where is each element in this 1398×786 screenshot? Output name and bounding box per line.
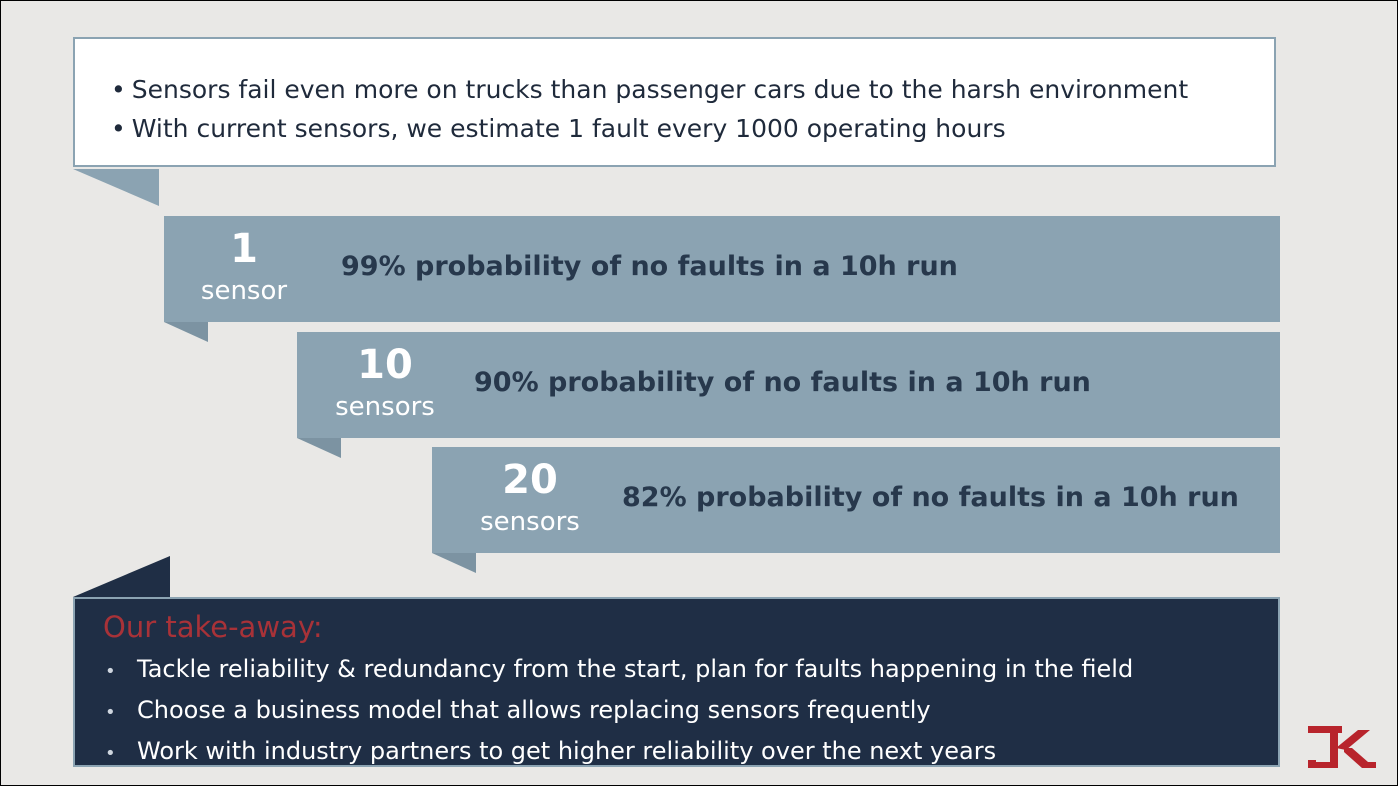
company-logo-icon (1308, 726, 1376, 768)
bullet-dot-icon: • (105, 661, 116, 682)
intro-bullets: Sensors fail even more on trucks than pa… (111, 70, 1188, 148)
bullet-dot-icon: • (105, 702, 116, 723)
bullet-dot-icon: • (105, 743, 116, 764)
takeaway-item-text: Choose a business model that allows repl… (137, 696, 931, 724)
takeaway-list: • Tackle reliability & redundancy from th… (105, 650, 1133, 773)
sensor-count: 1 sensor (164, 224, 324, 308)
takeaway-item: • Tackle reliability & redundancy from th… (105, 650, 1133, 691)
sensor-count: 20 sensors (450, 455, 610, 539)
sensor-row-20: 20 sensors 82% probability of no faults … (432, 447, 1280, 553)
row-fold-decoration (164, 322, 208, 342)
takeaway-box: Our take-away: • Tackle reliability & red… (73, 597, 1280, 767)
intro-bullet: With current sensors, we estimate 1 faul… (111, 109, 1188, 148)
row-fold-decoration (297, 438, 341, 458)
takeaway-fold-decoration (73, 556, 170, 597)
sensor-count-unit: sensor (200, 276, 288, 306)
intro-bullet: Sensors fail even more on trucks than pa… (111, 70, 1188, 109)
intro-fold-decoration (73, 169, 159, 206)
row-fold-decoration (432, 553, 476, 573)
sensor-count-number: 10 (357, 342, 413, 388)
probability-text: 99% probability of no faults in a 10h ru… (341, 251, 958, 282)
takeaway-title: Our take-away: (103, 610, 323, 644)
sensor-count-unit: sensors (335, 392, 435, 422)
sensor-count-number: 20 (502, 457, 558, 503)
probability-text: 82% probability of no faults in a 10h ru… (622, 482, 1239, 513)
takeaway-item-text: Tackle reliability & redundancy from the… (137, 655, 1134, 683)
takeaway-item: • Work with industry partners to get high… (105, 732, 1133, 773)
sensor-count: 10 sensors (305, 340, 465, 424)
sensor-row-10: 10 sensors 90% probability of no faults … (297, 332, 1280, 438)
takeaway-item: • Choose a business model that allows rep… (105, 691, 1133, 732)
sensor-count-unit: sensors (480, 507, 580, 537)
probability-text: 90% probability of no faults in a 10h ru… (474, 367, 1091, 398)
sensor-row-1: 1 sensor 99% probability of no faults in… (164, 216, 1280, 322)
takeaway-item-text: Work with industry partners to get highe… (137, 737, 997, 765)
intro-box: Sensors fail even more on trucks than pa… (73, 37, 1276, 167)
sensor-count-number: 1 (230, 226, 258, 272)
